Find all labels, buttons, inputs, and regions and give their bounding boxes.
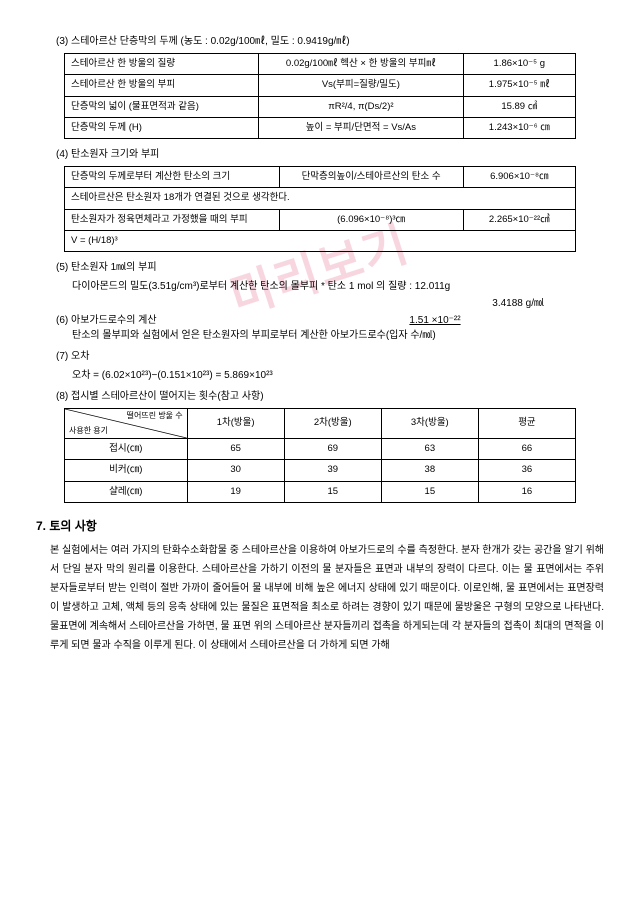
discussion-body: 본 실험에서는 여러 가지의 탄화수소화합물 중 스테아르산을 이용하여 아보가…	[36, 541, 604, 655]
section5-line: 다이아몬드의 밀도(3.51g/cm³)로부터 계산한 탄소의 몰부피 * 탄소…	[36, 279, 604, 294]
table-row: 샬레(㎝) 19 15 15 16	[65, 481, 576, 502]
cell: 단층막의 넓이 (물표면적과 같음)	[65, 96, 259, 117]
cell: 탄소원자가 정육면체라고 가정했을 때의 부피	[65, 209, 280, 230]
cell: (6.096×10⁻⁸)³㎝	[279, 209, 463, 230]
cell: 39	[284, 460, 381, 481]
table-row: 스테아르산 한 방울의 부피 Vs(부피=질량/밀도) 1.975×10⁻⁵ ㎖	[65, 75, 576, 96]
cell: Vs(부피=질량/밀도)	[259, 75, 463, 96]
cell: 30	[187, 460, 284, 481]
col-header: 평균	[478, 409, 575, 439]
cell: 36	[478, 460, 575, 481]
cell: 69	[284, 439, 381, 460]
cell: 65	[187, 439, 284, 460]
page-content: (3) 스테아르산 단층막의 두께 (농도 : 0.02g/100㎖, 밀도 :…	[36, 34, 604, 655]
table-row: 스테아르산은 탄소원자 18개가 연결된 것으로 생각한다.	[65, 188, 576, 209]
section6-value: 1.51 ×10⁻²²	[266, 313, 604, 328]
cell: πR²/4, π(Ds/2)²	[259, 96, 463, 117]
cell: 스테아르산 한 방울의 부피	[65, 75, 259, 96]
table-row: 비커(㎝) 30 39 38 36	[65, 460, 576, 481]
col-header: 1차(방울)	[187, 409, 284, 439]
cell: 스테아르산 한 방울의 질량	[65, 54, 259, 75]
table-row: 단층막의 넓이 (물표면적과 같음) πR²/4, π(Ds/2)² 15.89…	[65, 96, 576, 117]
cell: 15	[284, 481, 381, 502]
cell: V = (H/18)³	[65, 230, 576, 251]
cell: 높이 = 부피/단면적 = Vs/As	[259, 117, 463, 138]
cell: 접시(㎝)	[65, 439, 188, 460]
cell: 스테아르산은 탄소원자 18개가 연결된 것으로 생각한다.	[65, 188, 576, 209]
cell: 1.86×10⁻⁵ g	[463, 54, 575, 75]
table-row: 접시(㎝) 65 69 63 66	[65, 439, 576, 460]
section4-title: (4) 탄소원자 크기와 부피	[36, 147, 604, 162]
section7-title: (7) 오차	[36, 349, 604, 364]
cell: 15	[381, 481, 478, 502]
cell: 1.975×10⁻⁵ ㎖	[463, 75, 575, 96]
section8-title: (8) 접시별 스테아르산이 떨어지는 횟수(참고 사항)	[36, 389, 604, 404]
cell: 38	[381, 460, 478, 481]
section7-line: 오차 = (6.02×10²³)−(0.151×10²³) = 5.869×10…	[36, 368, 604, 383]
table-row: 탄소원자가 정육면체라고 가정했을 때의 부피 (6.096×10⁻⁸)³㎝ 2…	[65, 209, 576, 230]
cell: 단층막의 두께로부터 계산한 탄소의 크기	[65, 167, 280, 188]
cell: 1.243×10⁻⁶ ㎝	[463, 117, 575, 138]
diag-bot-label: 사용한 용기	[69, 425, 108, 437]
cell: 단막층의높이/스테아르산의 탄소 수	[279, 167, 463, 188]
cell: 단층막의 두께 (H)	[65, 117, 259, 138]
section5-value: 3.4188 g/㏖	[36, 296, 604, 311]
cell: 2.265×10⁻²²㎤	[463, 209, 575, 230]
table-row: 스테아르산 한 방울의 질량 0.02g/100㎖ 헥산 × 한 방울의 부피㎖…	[65, 54, 576, 75]
col-header: 2차(방울)	[284, 409, 381, 439]
section5-title: (5) 탄소원자 1㏖의 부피	[36, 260, 604, 275]
table-section3: 스테아르산 한 방울의 질량 0.02g/100㎖ 헥산 × 한 방울의 부피㎖…	[64, 53, 576, 139]
cell: 0.02g/100㎖ 헥산 × 한 방울의 부피㎖	[259, 54, 463, 75]
section6-row: (6) 아보가드로수의 계산 1.51 ×10⁻²²	[36, 313, 604, 328]
cell: 6.906×10⁻⁸㎝	[463, 167, 575, 188]
table-row: V = (H/18)³	[65, 230, 576, 251]
table-row: 단층막의 두께로부터 계산한 탄소의 크기 단막층의높이/스테아르산의 탄소 수…	[65, 167, 576, 188]
cell: 샬레(㎝)	[65, 481, 188, 502]
cell: 19	[187, 481, 284, 502]
cell: 비커(㎝)	[65, 460, 188, 481]
section6-line: 탄소의 몰부피와 실험에서 얻은 탄소원자의 부피로부터 계산한 아보가드로수(…	[36, 328, 604, 343]
discussion-heading: 7. 토의 사항	[36, 517, 604, 535]
table-row: 단층막의 두께 (H) 높이 = 부피/단면적 = Vs/As 1.243×10…	[65, 117, 576, 138]
diag-top-label: 떨어뜨린 방울 수	[127, 410, 183, 422]
cell: 66	[478, 439, 575, 460]
col-header: 3차(방울)	[381, 409, 478, 439]
cell: 63	[381, 439, 478, 460]
section6-title: (6) 아보가드로수의 계산	[56, 313, 266, 328]
diagonal-header-cell: 떨어뜨린 방울 수 사용한 용기	[65, 409, 188, 439]
cell: 16	[478, 481, 575, 502]
table-row: 떨어뜨린 방울 수 사용한 용기 1차(방울) 2차(방울) 3차(방울) 평균	[65, 409, 576, 439]
cell: 15.89 ㎠	[463, 96, 575, 117]
table-section4: 단층막의 두께로부터 계산한 탄소의 크기 단막층의높이/스테아르산의 탄소 수…	[64, 166, 576, 252]
section3-title: (3) 스테아르산 단층막의 두께 (농도 : 0.02g/100㎖, 밀도 :…	[36, 34, 604, 49]
table-section8: 떨어뜨린 방울 수 사용한 용기 1차(방울) 2차(방울) 3차(방울) 평균…	[64, 408, 576, 503]
